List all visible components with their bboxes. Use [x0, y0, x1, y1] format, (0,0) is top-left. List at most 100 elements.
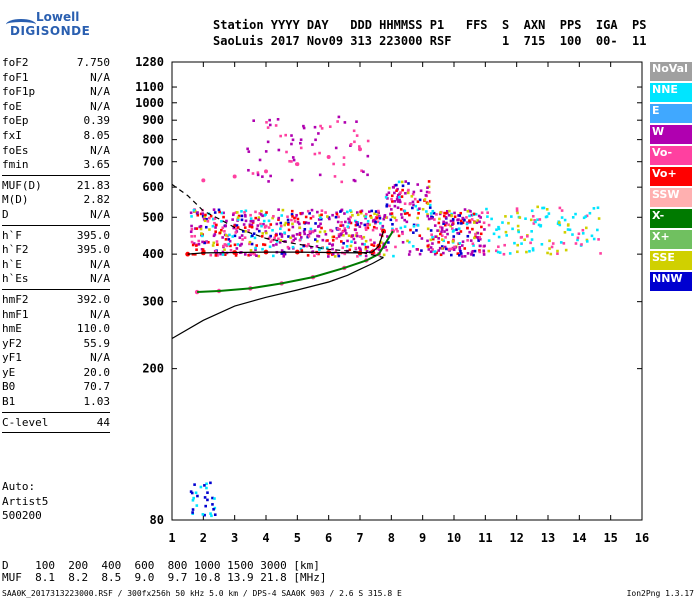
- param-label: B0: [2, 380, 16, 394]
- echo-point: [468, 220, 472, 224]
- echo-point: [195, 227, 199, 230]
- echo-point: [324, 233, 328, 236]
- echo-point: [437, 240, 441, 244]
- echo-point: [539, 224, 543, 227]
- echo-point: [213, 497, 216, 500]
- echo-point: [235, 224, 239, 227]
- echo-point: [408, 202, 412, 206]
- echo-point: [366, 245, 370, 249]
- echo-point: [209, 512, 212, 515]
- echo-point: [208, 228, 211, 231]
- echo-point: [478, 250, 482, 254]
- echo-point: [349, 215, 352, 219]
- echo-point: [331, 239, 335, 242]
- echo-point: [476, 236, 479, 239]
- echo-point: [335, 211, 338, 215]
- echo-point: [298, 222, 301, 226]
- echo-point: [341, 246, 345, 250]
- echo-point: [356, 223, 359, 227]
- echo-point: [409, 228, 412, 232]
- echo-point: [337, 235, 341, 238]
- echo-point: [269, 234, 272, 238]
- echo-point: [197, 242, 201, 246]
- param-label: fxI: [2, 128, 22, 142]
- echo-point: [211, 244, 215, 247]
- echo-point: [524, 217, 527, 221]
- echo-point: [318, 248, 321, 251]
- echo-point: [232, 226, 236, 230]
- echo-point: [250, 225, 254, 229]
- echo-point: [445, 228, 449, 232]
- echo-point: [268, 118, 271, 122]
- echo-point: [427, 248, 431, 251]
- echo-point: [576, 236, 580, 240]
- echo-point: [343, 252, 347, 256]
- echo-point: [378, 248, 381, 252]
- echo-point: [214, 252, 218, 256]
- echo-point: [373, 218, 377, 222]
- echo-point: [240, 210, 243, 213]
- echo-point: [483, 228, 486, 231]
- echo-point: [194, 491, 198, 495]
- echo-point: [268, 245, 272, 249]
- echo-point: [299, 138, 303, 142]
- echo-point: [236, 218, 240, 221]
- echo-point: [412, 231, 415, 234]
- echo-point: [222, 211, 225, 215]
- echo-point: [501, 221, 504, 224]
- echo-point: [275, 222, 279, 226]
- echo-point: [321, 238, 325, 242]
- echo-point: [368, 223, 372, 227]
- echo-point: [254, 248, 257, 252]
- echo-point: [429, 250, 433, 254]
- param-row: h`E N/A: [2, 258, 110, 273]
- echo-point: [338, 228, 341, 231]
- echo-point: [334, 250, 338, 254]
- echo-point: [355, 231, 359, 235]
- echo-point: [438, 212, 442, 216]
- echo-point: [508, 252, 512, 255]
- param-row: B1 1.03: [2, 395, 110, 410]
- echo-point: [306, 254, 310, 257]
- echo-point: [331, 252, 335, 256]
- echo-point: [315, 252, 319, 255]
- echo-point: [479, 232, 483, 236]
- echo-point: [216, 254, 219, 257]
- echo-point: [271, 216, 274, 220]
- echo-point: [374, 210, 378, 213]
- y-tick-label: 300: [142, 295, 164, 309]
- echo-point: [393, 204, 397, 208]
- echo-point: [398, 200, 402, 204]
- echo-point: [452, 248, 456, 252]
- echo-point: [392, 254, 395, 258]
- echo-point: [228, 233, 231, 237]
- echo-point: [335, 236, 338, 240]
- x-tick-label: 11: [478, 531, 492, 545]
- echo-point: [213, 211, 217, 214]
- echo-point: [588, 211, 592, 215]
- echo-point: [236, 243, 240, 246]
- echo-point: [459, 249, 462, 253]
- echo-point: [558, 206, 562, 210]
- echo-point: [343, 212, 346, 215]
- echo-point: [233, 224, 236, 228]
- echo-point: [212, 208, 216, 211]
- echo-point: [299, 212, 302, 215]
- legend-item-vo: Vo-: [650, 146, 692, 165]
- echo-point: [403, 209, 407, 213]
- echo-point: [205, 486, 208, 490]
- echo-point: [272, 214, 275, 218]
- echo-point: [352, 178, 356, 182]
- echo-point: [319, 222, 322, 226]
- echo-point: [505, 234, 508, 237]
- echo-point: [374, 220, 377, 224]
- echo-point: [468, 230, 471, 234]
- echo-point: [401, 188, 404, 192]
- echo-point: [298, 233, 302, 236]
- echo-point: [450, 247, 454, 251]
- echo-point: [206, 219, 210, 223]
- echo-point: [391, 222, 394, 226]
- echo-point: [482, 249, 486, 253]
- param-label: yE: [2, 365, 16, 379]
- echo-point: [393, 184, 397, 187]
